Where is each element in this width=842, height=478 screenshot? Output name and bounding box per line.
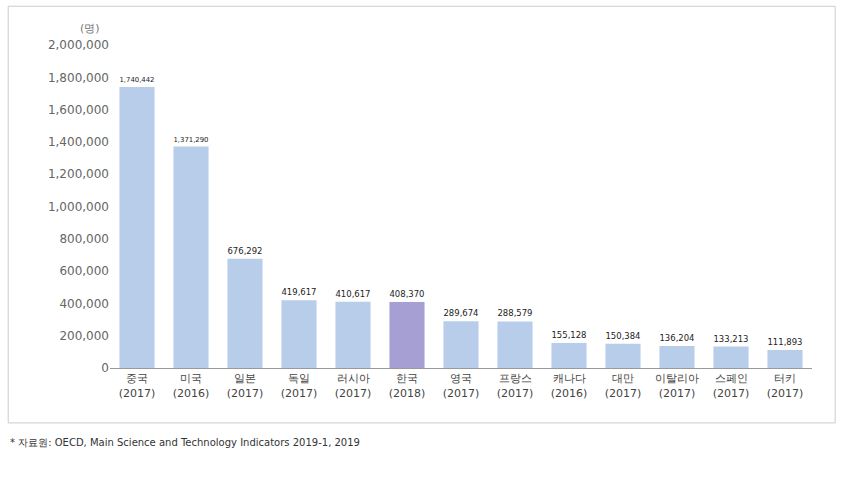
svg-text:1,740,442: 1,740,442 bbox=[120, 76, 155, 84]
svg-text:400,000: 400,000 bbox=[59, 297, 109, 311]
svg-text:0: 0 bbox=[101, 361, 109, 375]
svg-text:410,617: 410,617 bbox=[335, 289, 370, 299]
svg-text:111,893: 111,893 bbox=[767, 337, 802, 347]
svg-text:* 자료원: OECD, Main Science and: * 자료원: OECD, Main Science and Technology… bbox=[10, 437, 360, 448]
svg-text:한국(2018): 한국(2018) bbox=[389, 372, 426, 399]
svg-text:이탈리아(2017): 이탈리아(2017) bbox=[655, 372, 699, 399]
svg-text:러시아(2017): 러시아(2017) bbox=[335, 372, 372, 399]
svg-text:150,384: 150,384 bbox=[605, 331, 640, 341]
svg-text:스페인(2017): 스페인(2017) bbox=[713, 372, 750, 399]
svg-text:1,400,000: 1,400,000 bbox=[48, 135, 109, 149]
svg-text:대만(2017): 대만(2017) bbox=[605, 372, 642, 399]
svg-text:영국(2017): 영국(2017) bbox=[443, 372, 480, 399]
svg-text:419,617: 419,617 bbox=[281, 287, 316, 297]
svg-text:800,000: 800,000 bbox=[59, 232, 109, 246]
svg-text:676,292: 676,292 bbox=[227, 246, 262, 256]
svg-text:미국(2016): 미국(2016) bbox=[173, 372, 210, 399]
svg-text:캐나다(2016): 캐나다(2016) bbox=[551, 372, 588, 399]
svg-text:288,579: 288,579 bbox=[497, 308, 532, 318]
svg-text:1,371,290: 1,371,290 bbox=[174, 136, 209, 144]
svg-text:1,000,000: 1,000,000 bbox=[48, 200, 109, 214]
svg-text:200,000: 200,000 bbox=[59, 329, 109, 343]
svg-text:프랑스(2017): 프랑스(2017) bbox=[497, 372, 534, 399]
svg-text:1,800,000: 1,800,000 bbox=[48, 71, 109, 85]
svg-text:일본(2017): 일본(2017) bbox=[227, 372, 264, 399]
svg-text:155,128: 155,128 bbox=[551, 330, 586, 340]
svg-text:중국(2017): 중국(2017) bbox=[119, 372, 156, 399]
svg-text:터키(2017): 터키(2017) bbox=[767, 372, 804, 399]
svg-text:408,370: 408,370 bbox=[389, 289, 424, 299]
svg-text:136,204: 136,204 bbox=[659, 333, 694, 343]
svg-text:2,000,000: 2,000,000 bbox=[48, 38, 109, 52]
svg-text:(명): (명) bbox=[80, 22, 100, 35]
svg-text:133,213: 133,213 bbox=[713, 334, 748, 344]
svg-text:1,600,000: 1,600,000 bbox=[48, 103, 109, 117]
svg-text:1,200,000: 1,200,000 bbox=[48, 167, 109, 181]
svg-text:독일(2017): 독일(2017) bbox=[281, 372, 318, 399]
svg-text:600,000: 600,000 bbox=[59, 264, 109, 278]
svg-text:289,674: 289,674 bbox=[443, 308, 478, 318]
